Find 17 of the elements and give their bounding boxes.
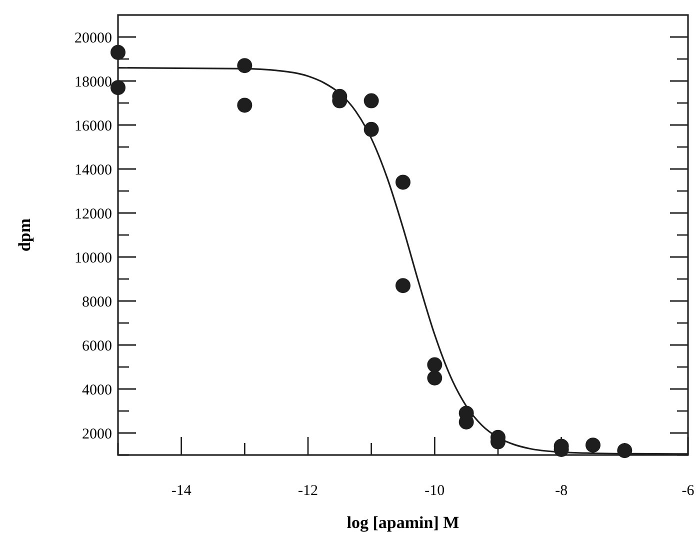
y-tick-label: 20000: [74, 30, 112, 46]
x-axis-title: log [apamin] M: [346, 513, 460, 532]
y-tick-label: 16000: [74, 118, 112, 134]
y-tick-label: 2000: [82, 426, 112, 442]
x-tick-label: -12: [298, 483, 318, 499]
y-tick-label: 6000: [82, 338, 112, 354]
y-tick-label: 8000: [82, 294, 112, 310]
y-tick-label: 12000: [74, 206, 112, 222]
x-tick-label: -10: [424, 483, 445, 499]
y-tick-label: 10000: [74, 250, 112, 266]
x-tick-label: -8: [555, 483, 568, 499]
x-tick-label: -6: [682, 483, 695, 499]
y-axis-title: dpm: [15, 218, 34, 252]
y-tick-label: 14000: [74, 162, 112, 178]
x-tick-label: -14: [171, 483, 192, 499]
y-tick-label: 18000: [74, 74, 112, 90]
y-tick-label: 4000: [82, 382, 112, 398]
